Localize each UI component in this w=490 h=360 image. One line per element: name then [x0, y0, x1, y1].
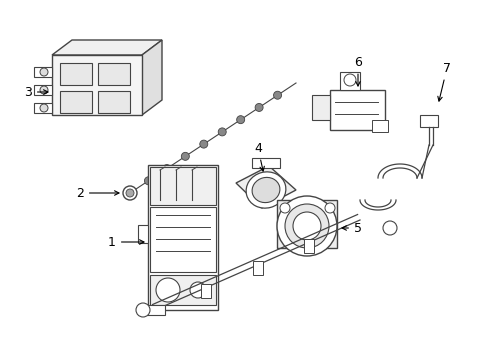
Bar [252, 158, 280, 168]
Bar [150, 275, 216, 305]
Text: 6: 6 [354, 55, 362, 86]
Bar [150, 207, 216, 272]
Circle shape [255, 103, 263, 112]
Bar [34, 103, 52, 113]
Polygon shape [236, 166, 296, 208]
Circle shape [190, 282, 206, 298]
Polygon shape [142, 40, 162, 115]
Polygon shape [277, 200, 337, 248]
Circle shape [40, 68, 48, 76]
Bar [340, 72, 360, 90]
Bar [201, 284, 211, 297]
Bar [98, 63, 130, 85]
Circle shape [123, 186, 137, 200]
Bar [34, 67, 52, 77]
Text: 4: 4 [254, 141, 264, 171]
Text: 5: 5 [342, 221, 362, 234]
Circle shape [156, 278, 180, 302]
Circle shape [285, 204, 329, 248]
Ellipse shape [252, 177, 280, 203]
Bar [98, 91, 130, 113]
Circle shape [163, 165, 171, 172]
Bar [420, 115, 438, 127]
Circle shape [293, 212, 321, 240]
Text: 2: 2 [76, 186, 119, 199]
Bar [60, 63, 92, 85]
Bar [138, 225, 148, 243]
Bar [52, 55, 142, 115]
Text: 7: 7 [438, 62, 451, 101]
Bar [148, 165, 218, 310]
Bar [252, 261, 263, 275]
Bar [147, 305, 165, 315]
Circle shape [181, 152, 189, 160]
Ellipse shape [246, 172, 286, 208]
Bar [304, 239, 314, 252]
Polygon shape [312, 95, 330, 120]
Circle shape [277, 196, 337, 256]
Circle shape [40, 104, 48, 112]
Bar [330, 90, 385, 130]
Bar [150, 167, 216, 205]
Bar [372, 120, 388, 132]
Circle shape [200, 140, 208, 148]
Circle shape [325, 203, 335, 213]
Circle shape [145, 177, 152, 185]
Circle shape [383, 221, 397, 235]
Circle shape [280, 203, 290, 213]
Circle shape [218, 128, 226, 136]
Circle shape [344, 74, 356, 86]
Bar [34, 85, 52, 95]
Circle shape [273, 91, 282, 99]
Text: 3: 3 [24, 86, 48, 99]
Text: 1: 1 [108, 235, 144, 248]
Polygon shape [52, 40, 162, 55]
Circle shape [136, 303, 150, 317]
Circle shape [40, 86, 48, 94]
Circle shape [126, 189, 134, 197]
Bar [60, 91, 92, 113]
Circle shape [237, 116, 245, 124]
